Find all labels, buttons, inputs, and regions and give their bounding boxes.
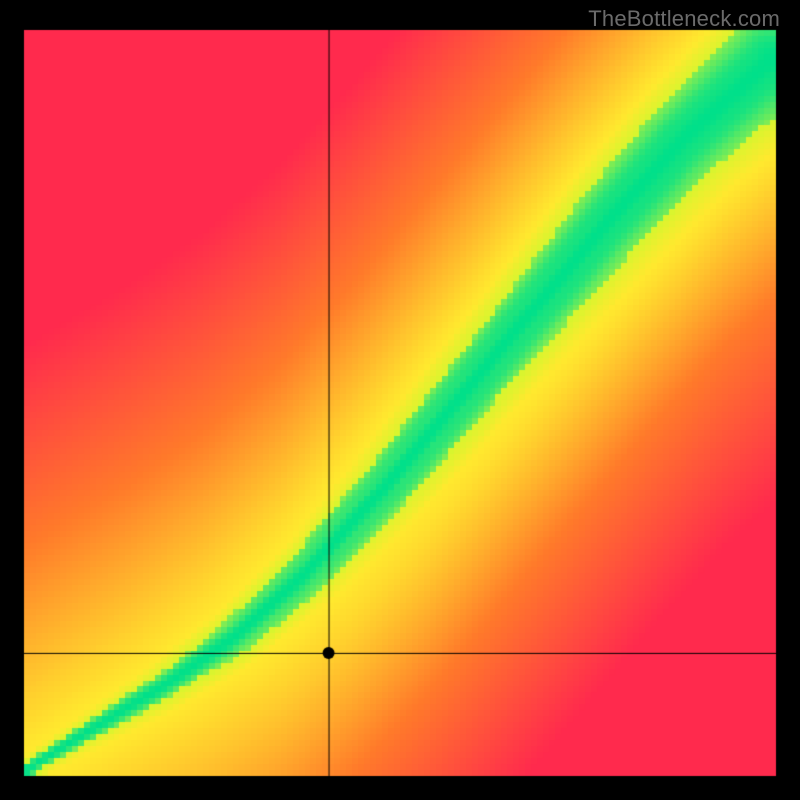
chart-container: TheBottleneck.com [0,0,800,800]
heatmap-canvas [0,0,800,800]
watermark-text: TheBottleneck.com [588,6,780,32]
